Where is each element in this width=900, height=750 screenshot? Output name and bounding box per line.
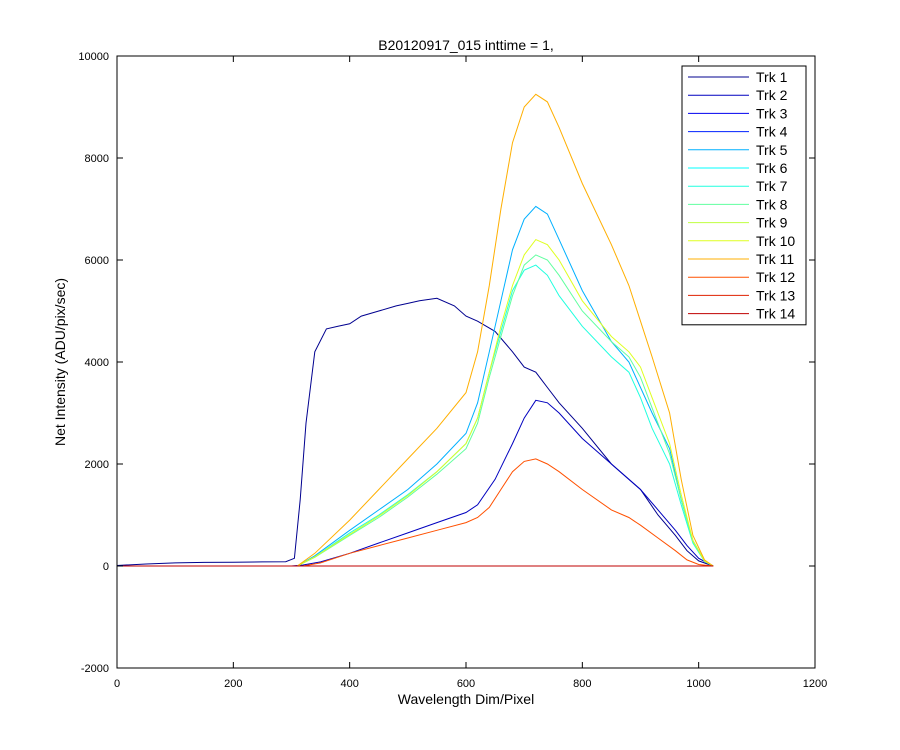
legend-entry: Trk 9 (756, 215, 788, 231)
legend-entry: Trk 12 (756, 269, 795, 285)
y-tick-label: 10000 (78, 51, 109, 63)
x-tick-label: 800 (573, 678, 591, 690)
legend-box (681, 65, 807, 326)
series-line-trk-8 (117, 254, 714, 567)
y-tick-label: 8000 (85, 153, 109, 165)
series-line-trk-5 (117, 205, 714, 567)
legend-entry: Trk 3 (756, 105, 788, 121)
legend-entry: Trk 8 (756, 196, 788, 212)
y-axis-ticks: -2000 0 2000 4000 6000 8000 10000 (78, 51, 815, 675)
x-axis-ticks: 0 200 400 600 800 1000 1200 (114, 56, 827, 690)
series-line-trk-12 (117, 458, 714, 567)
x-tick-label: 1200 (803, 678, 827, 690)
y-tick-label: 2000 (85, 459, 109, 471)
series-line-trk-10 (117, 238, 714, 567)
legend-entry: Trk 10 (756, 233, 795, 249)
legend-entry: Trk 5 (756, 142, 788, 158)
x-tick-label: 0 (114, 678, 120, 690)
x-axis-label: Wavelength Dim/Pixel (398, 691, 534, 707)
series-layer (116, 93, 714, 567)
legend-entry: Trk 2 (756, 87, 788, 103)
legend-entry: Trk 13 (756, 287, 795, 303)
y-tick-label: 0 (103, 561, 109, 573)
y-axis-label: Net Intensity (ADU/pix/sec) (52, 278, 68, 446)
x-tick-label: 200 (224, 678, 242, 690)
legend-entry: Trk 6 (756, 160, 788, 176)
legend-entry: Trk 4 (756, 124, 788, 140)
legend: Trk 1 Trk 2 Trk 3 Trk 4 Trk 5 Trk 6 Trk 7 Trk 8… (681, 65, 807, 326)
y-tick-label: 4000 (85, 357, 109, 369)
x-tick-label: 400 (340, 678, 358, 690)
series-line-trk-7 (117, 264, 714, 567)
legend-entry: Trk 14 (756, 306, 795, 322)
legend-entry: Trk 11 (756, 251, 794, 267)
legend-entry: Trk 7 (756, 178, 788, 194)
series-line-trk-11 (117, 93, 714, 567)
chart-title: B20120917_015 inttime = 1, (378, 37, 554, 53)
x-tick-label: 600 (457, 678, 475, 690)
y-tick-label: 6000 (85, 255, 109, 267)
legend-entry: Trk 1 (756, 69, 788, 85)
x-tick-label: 1000 (686, 678, 710, 690)
y-tick-label: -2000 (81, 663, 109, 675)
